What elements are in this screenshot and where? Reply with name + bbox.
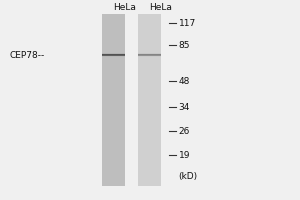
Bar xyxy=(138,14,160,186)
Text: HeLa: HeLa xyxy=(113,3,136,12)
Text: (kD): (kD) xyxy=(178,172,198,182)
Text: HeLa: HeLa xyxy=(149,3,172,12)
Text: 19: 19 xyxy=(178,151,190,160)
Text: CEP78--: CEP78-- xyxy=(9,50,44,60)
Text: 48: 48 xyxy=(178,76,190,86)
Text: 85: 85 xyxy=(178,40,190,49)
Text: 117: 117 xyxy=(178,19,196,27)
Text: 34: 34 xyxy=(178,102,190,112)
Text: 26: 26 xyxy=(178,127,190,136)
Bar xyxy=(102,14,124,186)
